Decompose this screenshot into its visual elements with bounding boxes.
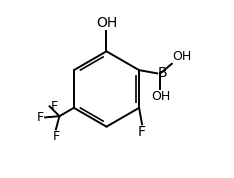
Text: OH: OH <box>96 16 117 30</box>
Text: OH: OH <box>172 50 192 63</box>
Text: B: B <box>158 66 168 80</box>
Text: F: F <box>138 125 146 139</box>
Text: F: F <box>37 111 44 124</box>
Text: F: F <box>51 100 58 113</box>
Text: F: F <box>52 130 59 143</box>
Text: OH: OH <box>151 90 170 103</box>
